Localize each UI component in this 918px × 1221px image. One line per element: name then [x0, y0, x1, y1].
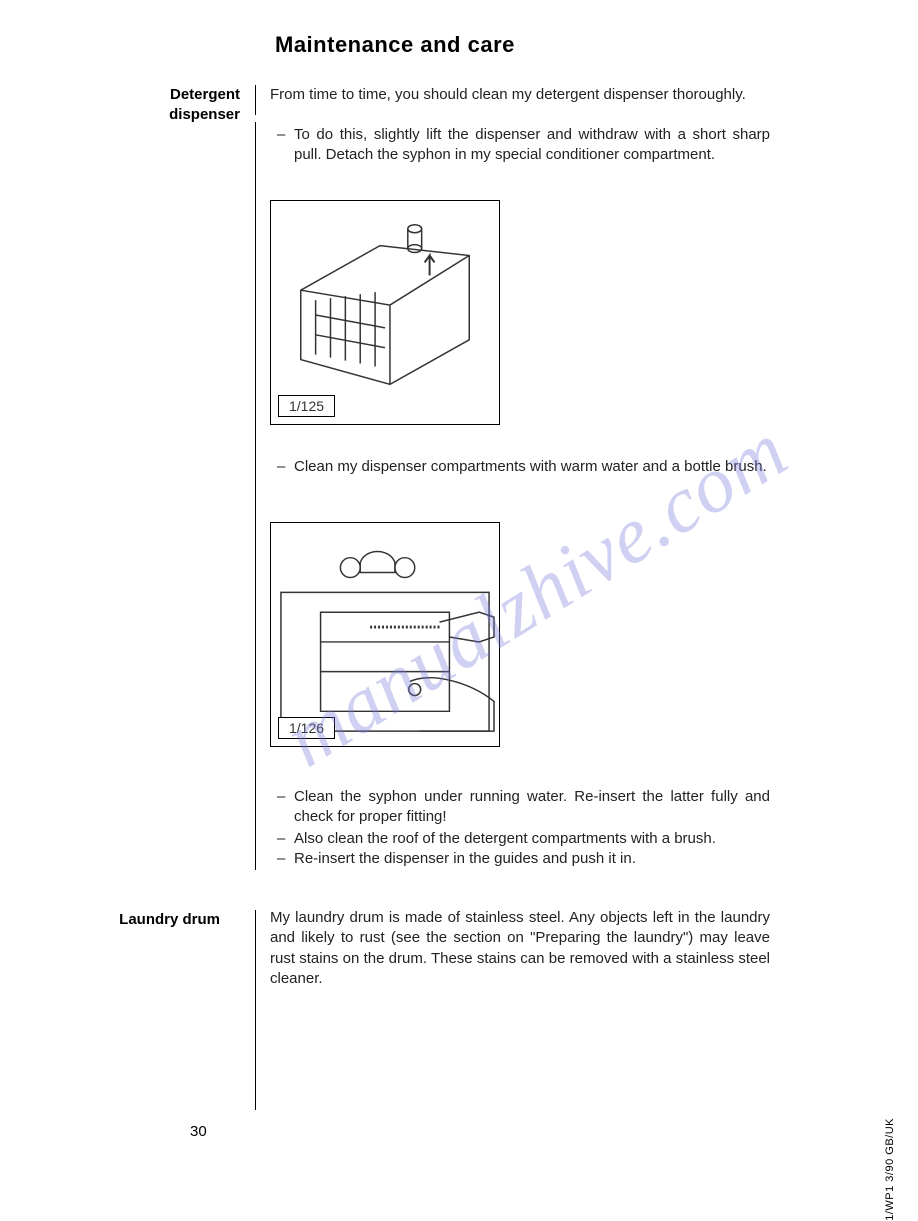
cleaning-drawing-icon: [271, 523, 499, 746]
bullet-item: – Also clean the roof of the detergent c…: [270, 829, 770, 849]
bullet-item: – Re-insert the dispenser in the guides …: [270, 849, 770, 869]
bullet-item: – Clean my dispenser compartments with w…: [270, 457, 770, 477]
divider: [255, 85, 256, 115]
figure-1: 1/125: [270, 200, 500, 425]
dash-icon: –: [277, 457, 285, 477]
figure-label: 1/125: [278, 395, 335, 417]
section-heading-laundry: Laundry drum: [100, 910, 220, 930]
bullet-item: – To do this, slightly lift the dispense…: [270, 125, 770, 166]
laundry-body: My laundry drum is made of stainless ste…: [270, 908, 770, 989]
dash-icon: –: [277, 849, 285, 869]
dash-icon: –: [277, 829, 285, 849]
document-code: 1/WP1 3/90 GB/UK: [884, 1118, 896, 1221]
page-title: Maintenance and care: [275, 32, 515, 58]
bullet-text: Clean the syphon under running water. Re…: [294, 787, 770, 828]
figure-label: 1/126: [278, 717, 335, 739]
detergent-intro: From time to time, you should clean my d…: [270, 85, 770, 105]
bullet-text: Clean my dispenser compartments with war…: [294, 457, 770, 477]
bullet-text: Also clean the roof of the detergent com…: [294, 829, 770, 849]
figure-2: 1/126: [270, 522, 500, 747]
bullet-text: Re-insert the dispenser in the guides an…: [294, 849, 770, 869]
dispenser-drawing-icon: [271, 201, 499, 424]
divider: [255, 122, 256, 870]
dash-icon: –: [277, 787, 285, 807]
bullet-text: To do this, slightly lift the dispenser …: [294, 125, 770, 166]
page-number: 30: [190, 1123, 207, 1140]
heading-text-1: Detergent: [170, 86, 240, 103]
divider: [255, 910, 256, 1110]
bullet-item: – Clean the syphon under running water. …: [270, 787, 770, 828]
section-heading-detergent: Detergent dispenser: [120, 85, 240, 124]
dash-icon: –: [277, 125, 285, 145]
heading-text-2: dispenser: [169, 106, 240, 123]
